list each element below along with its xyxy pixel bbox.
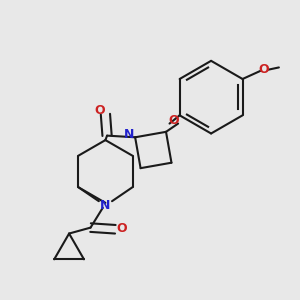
Text: O: O <box>169 114 179 127</box>
Text: N: N <box>100 199 111 212</box>
Text: O: O <box>117 222 127 235</box>
Text: N: N <box>124 128 134 141</box>
Text: O: O <box>94 104 105 117</box>
Text: O: O <box>258 63 269 76</box>
